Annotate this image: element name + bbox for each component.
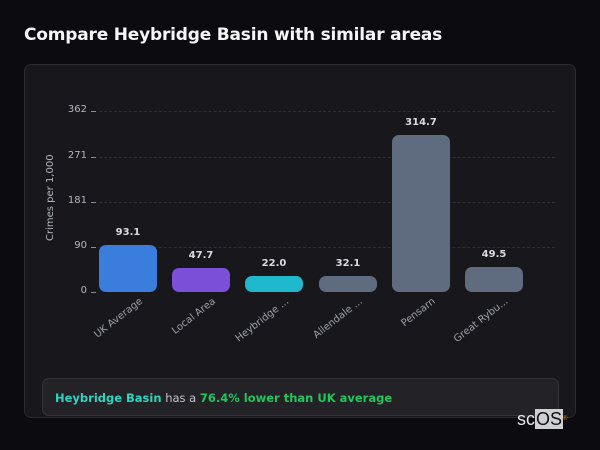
bar-heybridge[interactable] [245,276,303,292]
x-category-label: Local Area [169,296,218,337]
bar-chart: Crimes per 1,000 362 271 181 90 0 93.1 UK Aver… [25,65,575,417]
x-category-label: Heybridge ... [233,296,291,345]
x-category-label: UK Average [92,296,145,341]
x-category-label: Great Rybu... [452,296,511,346]
bar-great-rybu[interactable] [465,267,523,292]
bar-value-label: 314.7 [405,116,437,128]
y-tick-mark [91,111,96,112]
bar-allendale[interactable] [319,275,377,292]
bar-value-label: 49.5 [481,249,507,261]
y-tick-label: 362 [67,104,87,115]
comparison-summary: Heybridge Basin has a 76.4% lower than U… [42,378,559,416]
grid-line [99,156,555,158]
bar-value-label: 93.1 [115,227,141,239]
page-title: Compare Heybridge Basin with similar are… [24,25,443,45]
bar-pensarn[interactable] [392,134,450,292]
scos-logo: scOS® [517,409,568,429]
x-category-label: Allendale ... [311,296,365,342]
y-tick-mark [91,247,96,248]
y-tick-mark [91,156,96,158]
bar-uk-average[interactable] [99,245,157,292]
bar-value-label: 47.7 [188,250,214,262]
bar-value-label: 32.1 [335,257,361,269]
y-tick-mark [91,292,96,293]
y-tick-label: 271 [67,149,87,161]
grid-line [99,111,555,112]
summary-comparison: 76.4% lower than UK average [199,391,393,405]
grid-line [99,201,555,203]
bar-value-label: 22.0 [261,258,287,269]
y-tick-label: 0 [80,285,87,296]
y-tick-label: 181 [67,194,87,206]
bar-local-area[interactable] [172,268,230,292]
chart-card: Crimes per 1,000 362 271 181 90 0 93.1 UK Aver… [24,64,576,418]
summary-text: has a [161,391,200,405]
grid-line [99,247,555,248]
x-category-label: Pensarn [399,296,438,330]
y-tick-mark [91,201,96,203]
y-axis-label: Crimes per 1,000 [45,154,56,241]
summary-area-name: Heybridge Basin [55,391,162,405]
y-tick-label: 90 [74,240,87,251]
